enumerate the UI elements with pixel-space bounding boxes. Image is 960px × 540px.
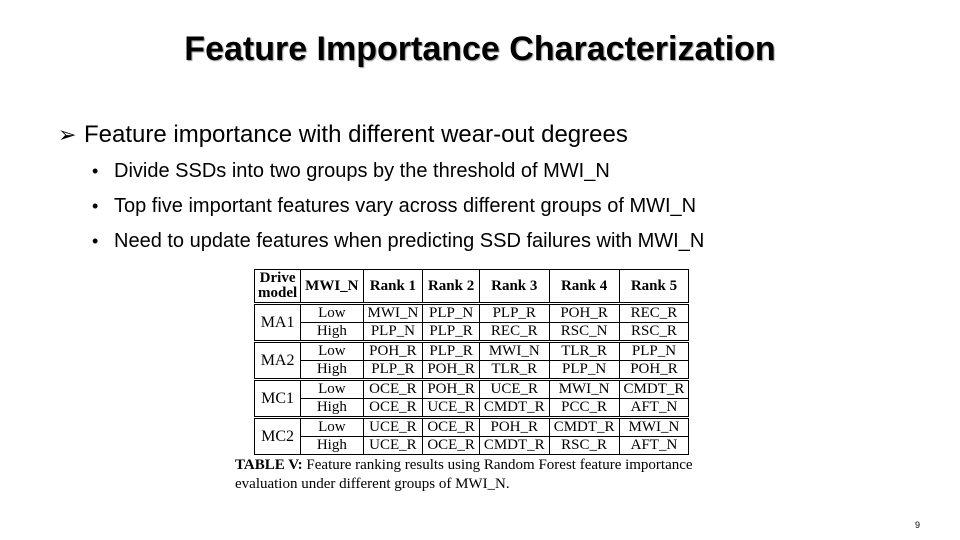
bullet-dot-icon: •: [92, 231, 99, 251]
table-row: High OCE_R UCE_R CMDT_R PCC_R AFT_N: [255, 398, 690, 418]
sub-bullet-list: • Divide SSDs into two groups by the thr…: [92, 154, 704, 259]
rank-3-cell: PLP_R: [478, 302, 550, 323]
rank-4-cell: POH_R: [548, 302, 620, 323]
rank-1-cell: PLP_N: [362, 322, 424, 342]
mwi-level-cell: High: [300, 360, 364, 380]
rank-3-cell: REC_R: [478, 322, 550, 342]
header-drive-model-line1: Drive: [259, 270, 296, 286]
rank-1-cell: OCE_R: [362, 398, 424, 418]
table-header-row: Drive model MWI_N Rank 1 Rank 2 Rank 3 R…: [253, 269, 690, 304]
rank-5-cell: PLP_N: [618, 340, 690, 361]
drive-model-cell: MA1: [253, 302, 302, 342]
sub-bullet: • Divide SSDs into two groups by the thr…: [92, 154, 704, 189]
rank-3-cell: MWI_N: [478, 340, 550, 361]
table-row: MC1 Low OCE_R POH_R UCE_R MWI_N CMDT_R: [253, 378, 690, 418]
rank-1-cell: MWI_N: [362, 302, 424, 323]
arrow-bullet-icon: ➢: [58, 122, 77, 147]
rank-3-cell: POH_R: [478, 416, 550, 437]
rank-3-cell: CMDT_R: [478, 398, 550, 418]
sub-bullet: • Need to update features when predictin…: [92, 224, 704, 259]
header-mwi: MWI_N: [300, 269, 364, 304]
caption-text: Feature ranking results using Random For…: [235, 457, 693, 492]
bullet-dot-icon: •: [92, 161, 99, 181]
drive-model-cell: MC1: [253, 378, 302, 418]
rank-4-cell: PLP_N: [548, 360, 620, 380]
rank-2-cell: UCE_R: [422, 398, 480, 418]
rank-3-cell: TLR_R: [478, 360, 550, 380]
rank-2-cell: PLP_R: [422, 340, 480, 361]
rank-2-cell: OCE_R: [422, 416, 480, 437]
mwi-level-cell: High: [300, 436, 364, 455]
rank-2-cell: OCE_R: [422, 436, 480, 455]
rank-1-cell: UCE_R: [362, 416, 424, 437]
rank-5-cell: MWI_N: [618, 416, 690, 437]
header-rank-2: Rank 2: [422, 269, 480, 304]
mwi-level-cell: Low: [300, 340, 364, 361]
header-rank-4: Rank 4: [548, 269, 620, 304]
rank-4-cell: MWI_N: [548, 378, 620, 399]
rank-4-cell: RSC_R: [548, 436, 620, 455]
rank-4-cell: PCC_R: [548, 398, 620, 418]
rank-5-cell: POH_R: [618, 360, 690, 380]
header-drive-model-line2: model: [258, 285, 298, 301]
sub-bullet: • Top five important features vary acros…: [92, 189, 704, 224]
rank-3-cell: CMDT_R: [478, 436, 550, 455]
rank-2-cell: POH_R: [422, 360, 480, 380]
drive-model-cell: MA2: [253, 340, 302, 380]
page-number: 9: [914, 520, 920, 530]
rank-3-cell: UCE_R: [478, 378, 550, 399]
table-row: MA2 Low POH_R PLP_R MWI_N TLR_R PLP_N: [253, 340, 690, 380]
rank-5-cell: AFT_N: [618, 436, 690, 455]
rank-4-cell: RSC_N: [548, 322, 620, 342]
rank-5-cell: RSC_R: [618, 322, 690, 342]
table-row: MC2 Low UCE_R OCE_R POH_R CMDT_R MWI_N: [253, 416, 690, 455]
caption-label: TABLE V:: [235, 457, 303, 473]
rank-4-cell: CMDT_R: [548, 416, 620, 437]
mwi-level-cell: Low: [300, 302, 364, 323]
rank-5-cell: CMDT_R: [618, 378, 690, 399]
table-body: MA1 Low MWI_N PLP_N PLP_R POH_R REC_R High PLP_N…: [253, 302, 690, 455]
table-row: High PLP_R POH_R TLR_R PLP_N POH_R: [255, 360, 690, 380]
rank-1-cell: POH_R: [362, 340, 424, 361]
drive-model-cell: MC2: [253, 416, 302, 455]
rank-1-cell: PLP_R: [362, 360, 424, 380]
rank-1-cell: OCE_R: [362, 378, 424, 399]
table-caption: TABLE V: Feature ranking results using R…: [235, 456, 735, 494]
feature-ranking-table-container: Drive model MWI_N Rank 1 Rank 2 Rank 3 R…: [253, 269, 690, 455]
header-rank-3: Rank 3: [478, 269, 550, 304]
bullet-dot-icon: •: [92, 196, 99, 216]
rank-2-cell: PLP_N: [422, 302, 480, 323]
rank-2-cell: POH_R: [422, 378, 480, 399]
header-rank-5: Rank 5: [618, 269, 690, 304]
table-row: High UCE_R OCE_R CMDT_R RSC_R AFT_N: [255, 436, 690, 455]
main-bullet-text: Feature importance with different wear-o…: [84, 121, 628, 148]
header-drive-model: Drive model: [253, 269, 302, 304]
mwi-level-cell: High: [300, 398, 364, 418]
mwi-level-cell: Low: [300, 378, 364, 399]
table-row: MA1 Low MWI_N PLP_N PLP_R POH_R REC_R: [253, 302, 690, 342]
sub-bullet-text: Divide SSDs into two groups by the thres…: [114, 160, 610, 182]
rank-5-cell: AFT_N: [618, 398, 690, 418]
sub-bullet-text: Top five important features vary across …: [114, 195, 697, 217]
table-row: High PLP_N PLP_R REC_R RSC_N RSC_R: [255, 322, 690, 342]
slide-title: Feature Importance Characterization: [184, 30, 776, 68]
rank-1-cell: UCE_R: [362, 436, 424, 455]
rank-2-cell: PLP_R: [422, 322, 480, 342]
feature-ranking-table: Drive model MWI_N Rank 1 Rank 2 Rank 3 R…: [253, 269, 690, 455]
mwi-level-cell: Low: [300, 416, 364, 437]
main-bullet: ➢ Feature importance with different wear…: [58, 121, 628, 149]
sub-bullet-text: Need to update features when predicting …: [114, 230, 705, 252]
rank-4-cell: TLR_R: [548, 340, 620, 361]
header-rank-1: Rank 1: [362, 269, 424, 304]
mwi-level-cell: High: [300, 322, 364, 342]
rank-5-cell: REC_R: [618, 302, 690, 323]
